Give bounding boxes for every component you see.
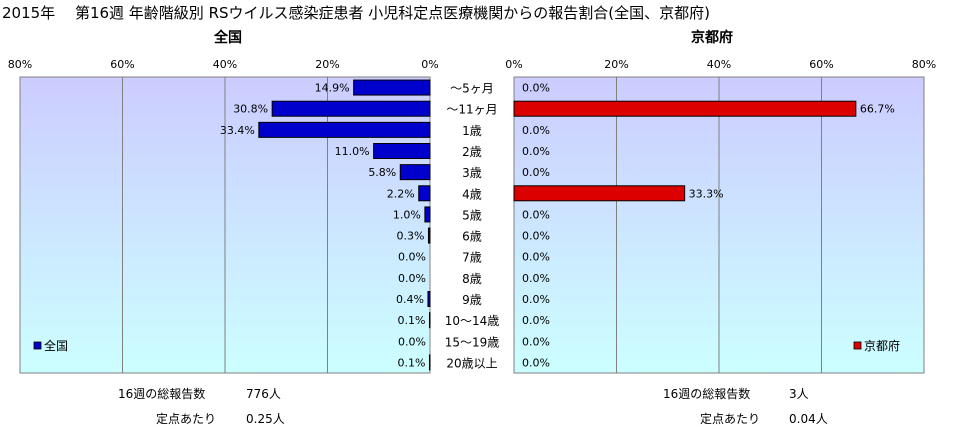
national-panel-title: 全国 (213, 29, 242, 46)
kyoto-data-label: 0.0% (522, 272, 550, 285)
category-label: 5歳 (462, 208, 482, 222)
national-data-label: 5.8% (368, 166, 396, 179)
national-bar (258, 121, 431, 138)
national-tick-label: 0% (421, 58, 438, 71)
national-bar (373, 143, 431, 159)
category-label: ～11ヶ月 (446, 103, 497, 117)
national-bar (428, 354, 431, 371)
national-tick-label: 80% (8, 58, 32, 71)
national-bar (428, 312, 431, 329)
kyoto-data-label: 0.0% (522, 145, 550, 158)
category-label: 15～19歳 (445, 335, 500, 349)
national-data-label: 2.2% (387, 187, 415, 200)
national-per-label: 定点あたり (156, 412, 217, 426)
kyoto-data-label: 0.0% (522, 166, 550, 179)
kyoto-panel: 京都府 0% 20% 40% 60% 80% 0.0% 66.7% 0.0% 0.0% 0.0% 33… (505, 29, 936, 374)
national-total-value: 776人 (246, 387, 281, 401)
kyoto-legend-label: 京都府 (864, 338, 900, 353)
national-data-label: 0.0% (398, 272, 426, 285)
category-label: 3歳 (462, 166, 482, 180)
national-data-label: 0.3% (397, 230, 425, 243)
national-bar (427, 291, 431, 307)
national-per-value: 0.25人 (246, 412, 285, 426)
national-tick-label: 40% (213, 58, 237, 71)
kyoto-total-label: 16週の総報告数 (663, 387, 751, 401)
kyoto-per-value: 0.04人 (789, 412, 828, 426)
national-data-label: 0.0% (398, 251, 426, 264)
kyoto-bar (513, 185, 686, 202)
category-label: 7歳 (462, 251, 482, 265)
national-data-label: 30.8% (233, 103, 268, 116)
kyoto-tick-label: 60% (809, 58, 833, 71)
kyoto-data-label: 0.0% (522, 293, 550, 306)
national-data-label: 0.0% (398, 335, 426, 348)
category-label: 10～14歳 (445, 314, 500, 328)
kyoto-data-label: 66.7% (860, 103, 895, 116)
kyoto-tick-label: 40% (707, 58, 731, 71)
category-label: 20歳以上 (446, 356, 497, 370)
kyoto-tick-label: 20% (604, 58, 628, 71)
kyoto-total-value: 3人 (789, 387, 809, 401)
national-bar (418, 185, 431, 202)
national-bar (424, 206, 431, 223)
category-label: 9歳 (462, 293, 482, 307)
national-tick-label: 60% (110, 58, 134, 71)
category-label: ～5ヶ月 (450, 82, 494, 96)
category-label: 1歳 (462, 124, 482, 138)
kyoto-data-label: 0.0% (522, 335, 550, 348)
national-bar (353, 79, 431, 96)
category-label: 8歳 (462, 272, 482, 286)
kyoto-tick-label: 0% (505, 58, 522, 71)
national-legend-label: 全国 (44, 338, 68, 353)
kyoto-data-label: 0.0% (522, 124, 550, 137)
kyoto-data-label: 33.3% (689, 187, 724, 200)
kyoto-data-label: 0.0% (522, 82, 550, 95)
national-data-label: 0.1% (398, 356, 426, 369)
national-data-label: 1.0% (393, 208, 421, 221)
national-data-label: 0.1% (398, 314, 426, 327)
kyoto-tick-label: 80% (912, 58, 936, 71)
category-label: 4歳 (462, 187, 482, 201)
national-data-label: 33.4% (220, 124, 255, 137)
kyoto-per-label: 定点あたり (700, 412, 761, 426)
national-bar (271, 100, 431, 117)
kyoto-data-label: 0.0% (522, 208, 550, 221)
national-data-label: 14.9% (315, 82, 350, 95)
category-label: 6歳 (462, 230, 482, 244)
national-data-label: 11.0% (335, 145, 370, 158)
kyoto-data-label: 0.0% (522, 314, 550, 327)
national-tick-label: 20% (315, 58, 339, 71)
national-panel: 全国 80% 60% 40% 20% 0% 14.9% 30.8% 33.4% 11.0% 5.8%… (8, 29, 439, 374)
kyoto-legend-swatch (853, 341, 862, 350)
kyoto-data-label: 0.0% (522, 356, 550, 369)
national-data-label: 0.4% (396, 293, 424, 306)
kyoto-panel-title: 京都府 (691, 29, 733, 46)
kyoto-data-label: 0.0% (522, 251, 550, 264)
national-total-label: 16週の総報告数 (118, 387, 206, 401)
kyoto-data-label: 0.0% (522, 230, 550, 243)
category-labels: ～5ヶ月 ～11ヶ月 1歳 2歳 3歳 4歳 5歳 6歳 7歳 8歳 9歳 10～14歳 15～19歳 2… (445, 82, 500, 371)
national-bar (427, 227, 431, 244)
national-bar (399, 164, 431, 181)
chart-title: 2015年 第16週 年齢階級別 RSウイルス感染症患者 小児科定点医療機関から… (2, 4, 710, 22)
category-label: 2歳 (462, 145, 482, 159)
national-legend-swatch (33, 341, 42, 350)
kyoto-bar (513, 100, 857, 117)
